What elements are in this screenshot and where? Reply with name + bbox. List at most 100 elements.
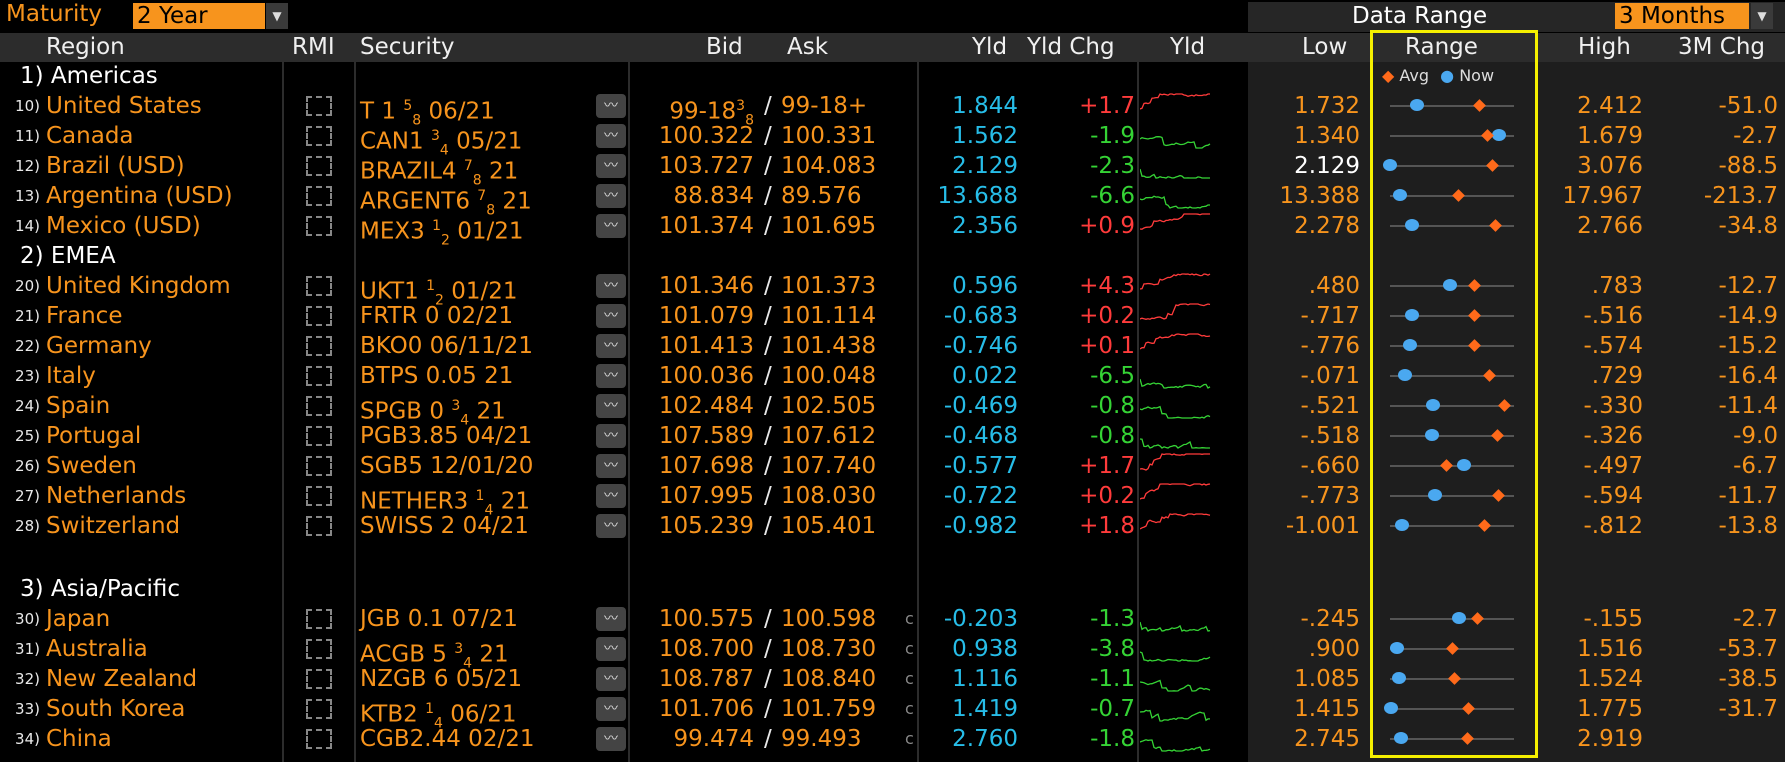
region-name[interactable]: New Zealand <box>46 666 198 692</box>
yield-value[interactable]: 1.116 <box>952 666 1018 692</box>
three-month-change[interactable]: -9.0 <box>1733 423 1778 449</box>
rmi-checkbox[interactable] <box>306 276 332 296</box>
graph-icon[interactable]: 〰 <box>596 697 626 721</box>
ask-value[interactable]: 101.695 <box>781 213 877 239</box>
graph-icon[interactable]: 〰 <box>596 364 626 388</box>
rmi-checkbox[interactable] <box>306 639 332 659</box>
security-name[interactable]: T 1 58 06/21 <box>360 91 495 135</box>
region-name[interactable]: Netherlands <box>46 483 187 509</box>
region-name[interactable]: Italy <box>46 363 96 389</box>
bid-value[interactable]: 102.484 <box>636 391 754 421</box>
security-name[interactable]: SWISS 2 04/21 <box>360 511 529 541</box>
yield-value[interactable]: -0.683 <box>943 303 1018 329</box>
yield-change[interactable]: -3.8 <box>1090 636 1135 662</box>
header-rmi[interactable]: RMI <box>292 33 335 62</box>
table-row[interactable]: 13) Argentina (USD) ARGENT6 78 21 〰 88.834 / 8… <box>0 181 1785 218</box>
table-row[interactable]: 28) Switzerland SWISS 2 04/21 〰 105.239 / 105.… <box>0 511 1785 541</box>
yield-value[interactable]: 2.760 <box>952 726 1018 752</box>
region-name[interactable]: Brazil (USD) <box>46 153 185 179</box>
security-name[interactable]: BRAZIL4 78 21 <box>360 151 518 195</box>
yield-value[interactable]: 0.596 <box>952 273 1018 299</box>
rmi-checkbox[interactable] <box>306 486 332 506</box>
yield-sparkline[interactable] <box>1139 331 1212 361</box>
header-yld[interactable]: Yld <box>972 33 1008 62</box>
three-month-change[interactable]: -13.8 <box>1718 513 1778 539</box>
security-name[interactable]: BKO0 06/11/21 <box>360 331 533 361</box>
maturity-dropdown[interactable]: 2 Year <box>133 3 265 29</box>
graph-icon[interactable]: 〰 <box>596 667 626 691</box>
header-low[interactable]: Low <box>1302 33 1348 62</box>
rmi-checkbox[interactable] <box>306 96 332 116</box>
security-name[interactable]: NETHER3 14 21 <box>360 481 530 525</box>
security-name[interactable]: UKT1 12 01/21 <box>360 271 518 315</box>
bid-value[interactable]: 108.787 <box>636 664 754 694</box>
graph-icon[interactable]: 〰 <box>596 184 626 208</box>
header-security[interactable]: Security <box>360 33 455 62</box>
yield-value[interactable]: 0.022 <box>952 363 1018 389</box>
graph-icon[interactable]: 〰 <box>596 94 626 118</box>
high-value[interactable]: -.497 <box>1583 453 1643 479</box>
yield-change[interactable]: -0.7 <box>1090 696 1135 722</box>
group-asia-pacific[interactable]: 3) Asia/Pacific <box>20 574 180 604</box>
three-month-change[interactable]: -88.5 <box>1718 153 1778 179</box>
table-row[interactable]: 25) Portugal PGB3.85 04/21 〰 107.589 / 107.612… <box>0 421 1785 451</box>
bid-value[interactable]: 101.346 <box>636 271 754 301</box>
table-row[interactable]: 21) France FRTR 0 02/21 〰 101.079 / 101.114 -0.… <box>0 301 1785 331</box>
bid-value[interactable]: 101.706 <box>636 694 754 724</box>
yield-sparkline[interactable] <box>1139 604 1212 634</box>
yield-value[interactable]: 13.688 <box>937 183 1018 209</box>
high-value[interactable]: -.574 <box>1583 333 1643 359</box>
yield-value[interactable]: 1.844 <box>952 93 1018 119</box>
table-row[interactable]: 30) Japan JGB 0.1 07/21 〰 100.575 / 100.598 c -0… <box>0 604 1785 634</box>
low-value[interactable]: -.660 <box>1300 453 1360 479</box>
yield-sparkline[interactable] <box>1139 91 1212 121</box>
security-name[interactable]: BTPS 0.05 21 <box>360 361 513 391</box>
yield-value[interactable]: 2.129 <box>952 153 1018 179</box>
yield-change[interactable]: -1.1 <box>1090 666 1135 692</box>
group-emea[interactable]: 2) EMEA <box>20 241 116 271</box>
rmi-checkbox[interactable] <box>306 336 332 356</box>
region-name[interactable]: Argentina (USD) <box>46 183 233 209</box>
low-value[interactable]: -1.001 <box>1285 513 1360 539</box>
header-3m-chg[interactable]: 3M Chg <box>1678 33 1766 62</box>
yield-sparkline[interactable] <box>1139 301 1212 331</box>
yield-change[interactable]: -2.3 <box>1090 153 1135 179</box>
three-month-change[interactable]: -14.9 <box>1718 303 1778 329</box>
low-value[interactable]: -.071 <box>1300 363 1360 389</box>
yield-sparkline[interactable] <box>1139 481 1212 511</box>
graph-icon[interactable]: 〰 <box>596 394 626 418</box>
security-name[interactable]: FRTR 0 02/21 <box>360 301 513 331</box>
security-name[interactable]: ARGENT6 78 21 <box>360 181 532 225</box>
low-value[interactable]: -.773 <box>1300 483 1360 509</box>
low-value[interactable]: -.776 <box>1300 333 1360 359</box>
high-value[interactable]: 3.076 <box>1577 153 1643 179</box>
yield-value[interactable]: -0.722 <box>943 483 1018 509</box>
rmi-checkbox[interactable] <box>306 156 332 176</box>
three-month-change[interactable]: -12.7 <box>1718 273 1778 299</box>
rmi-checkbox[interactable] <box>306 456 332 476</box>
yield-sparkline[interactable] <box>1139 664 1212 694</box>
low-value[interactable]: 1.085 <box>1294 666 1360 692</box>
ask-value[interactable]: 100.331 <box>781 123 877 149</box>
bid-value[interactable]: 107.698 <box>636 451 754 481</box>
yield-change[interactable]: +1.7 <box>1079 453 1135 479</box>
bid-value[interactable]: 103.727 <box>636 151 754 181</box>
low-value[interactable]: .900 <box>1308 636 1360 662</box>
security-name[interactable]: ACGB 5 34 21 <box>360 634 509 678</box>
yield-sparkline[interactable] <box>1139 361 1212 391</box>
graph-icon[interactable]: 〰 <box>596 484 626 508</box>
three-month-change[interactable]: -15.2 <box>1718 333 1778 359</box>
high-value[interactable]: -.594 <box>1583 483 1643 509</box>
low-value[interactable]: -.245 <box>1300 606 1360 632</box>
table-row[interactable]: 20) United Kingdom UKT1 12 01/21 〰 101.346 / 1… <box>0 271 1785 308</box>
security-name[interactable]: JGB 0.1 07/21 <box>360 604 518 634</box>
table-row[interactable]: 11) Canada CAN1 34 05/21 〰 100.322 / 100.331 1.… <box>0 121 1785 158</box>
three-month-change[interactable]: -31.7 <box>1718 696 1778 722</box>
high-value[interactable]: -.516 <box>1583 303 1643 329</box>
rmi-checkbox[interactable] <box>306 396 332 416</box>
yield-change[interactable]: +4.3 <box>1079 273 1135 299</box>
high-value[interactable]: 1.775 <box>1577 696 1643 722</box>
rmi-checkbox[interactable] <box>306 699 332 719</box>
ask-value[interactable]: 108.030 <box>781 483 877 509</box>
rmi-checkbox[interactable] <box>306 366 332 386</box>
